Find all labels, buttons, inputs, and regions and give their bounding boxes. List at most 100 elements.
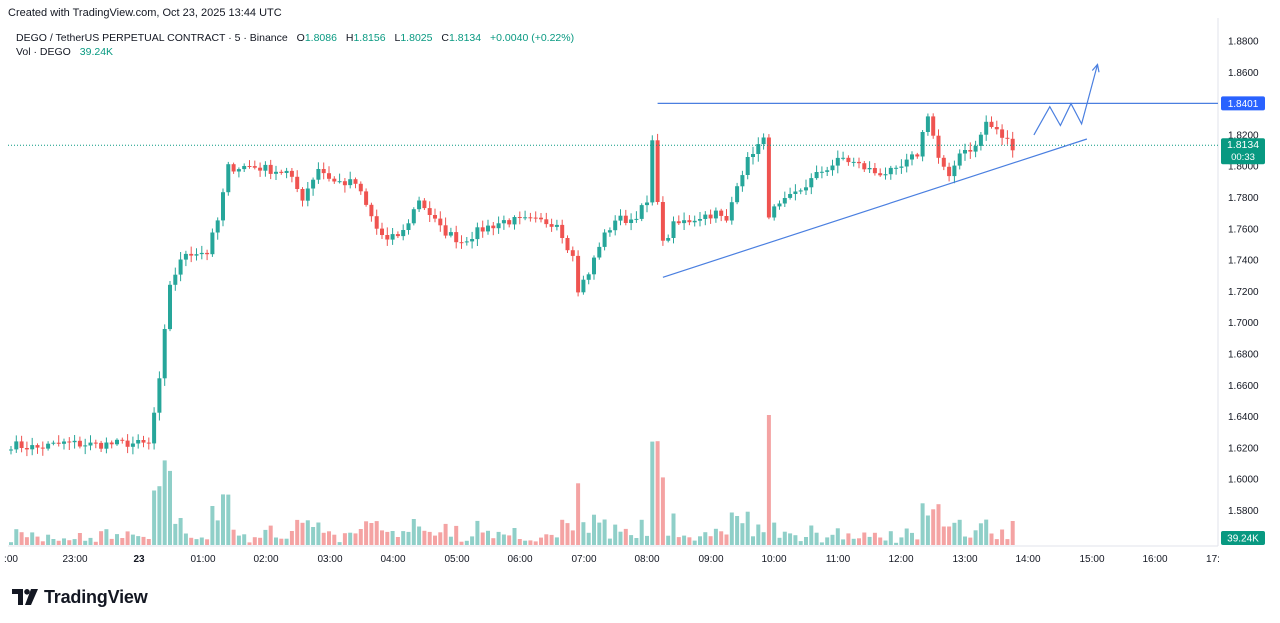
candle-body	[327, 173, 331, 179]
candle-body	[422, 200, 427, 209]
volume-bar	[872, 532, 877, 545]
volume-bar	[475, 520, 480, 545]
volume-bar	[623, 528, 628, 545]
price-axis[interactable]: 1.8800 1.8600 1.8200 1.8000 1.7800 1.7600 1.74…	[1228, 37, 1259, 518]
volume-bar	[814, 532, 819, 545]
volume-bar	[899, 537, 904, 545]
volume-bar	[427, 531, 432, 545]
price-tick-label: 1.6800	[1228, 350, 1259, 361]
volume-bar	[77, 533, 82, 545]
candle-body	[650, 140, 655, 203]
candle-body	[411, 209, 416, 224]
candle-body	[173, 274, 178, 285]
volume-bar	[719, 531, 724, 545]
volume-bar	[311, 527, 316, 545]
volume-bar	[713, 528, 718, 545]
volume-bar	[56, 540, 61, 545]
candle-body	[231, 164, 236, 172]
candle-body	[178, 259, 183, 275]
volume-bar	[846, 533, 851, 545]
volume-bar	[194, 539, 199, 545]
volume-bar	[528, 540, 533, 545]
volume-bar	[984, 519, 989, 545]
candle-body	[761, 137, 766, 145]
volume-bar	[576, 483, 581, 545]
volume-bar	[295, 519, 300, 545]
volume-bar	[735, 516, 740, 545]
candle-body	[687, 220, 692, 223]
candle-body	[910, 154, 914, 160]
low-value: 1.8025	[400, 32, 433, 44]
candle-body	[380, 228, 384, 235]
volume-bar	[491, 538, 496, 545]
drawings-layer[interactable]	[657, 63, 1218, 278]
price-tick-label: 1.7600	[1228, 224, 1259, 235]
price-tick-label: 1.7400	[1228, 256, 1259, 267]
resistance-price-badge: 1.8401	[1221, 96, 1265, 111]
volume-bar	[682, 535, 687, 545]
volume-bar	[793, 535, 798, 545]
candle-body	[385, 235, 390, 240]
volume-bar	[496, 531, 501, 545]
volume-bar	[369, 523, 374, 545]
volume-bar	[772, 522, 777, 545]
volume-bar	[284, 538, 289, 545]
candle-body	[666, 238, 671, 241]
candle-body	[9, 449, 13, 451]
time-tick-label: 16:00	[1142, 554, 1167, 565]
candle-body	[533, 217, 538, 219]
candle-body	[321, 169, 326, 174]
time-tick-label: 06:00	[507, 554, 532, 565]
volume-bar	[157, 486, 162, 545]
volume-bar	[851, 538, 856, 545]
candle-body	[698, 219, 702, 221]
volume-bar	[141, 536, 146, 545]
tradingview-logo[interactable]: TradingView	[12, 586, 148, 608]
volume-bar	[947, 526, 952, 545]
candle-body	[713, 210, 718, 219]
time-tick-label: 09:00	[698, 554, 723, 565]
candle-body	[613, 220, 618, 231]
volume-bar	[35, 536, 40, 545]
volume-bar	[109, 538, 114, 545]
volume-bar	[327, 531, 331, 545]
time-tick-label: :00	[4, 554, 18, 565]
volume-bar	[904, 528, 909, 545]
volume-bar	[422, 530, 427, 545]
volume-bar	[125, 531, 130, 545]
created-with-caption: Created with TradingView.com, Oct 23, 20…	[8, 7, 282, 19]
volume-bar	[305, 520, 310, 545]
volume-bar	[40, 541, 45, 545]
candle-body	[724, 216, 729, 221]
volume-bar	[300, 522, 305, 545]
candle-body	[120, 439, 125, 441]
candle-body	[236, 169, 241, 172]
volume-bar	[83, 540, 88, 545]
volume-bar	[751, 536, 755, 545]
volume-bar	[936, 504, 941, 545]
candle-body	[433, 215, 437, 219]
volume-bar	[835, 528, 840, 545]
volume-bar	[486, 530, 490, 545]
candle-body	[872, 168, 877, 174]
time-tick-label: 07:00	[571, 554, 596, 565]
candle-body	[221, 192, 225, 221]
volume-bar	[539, 537, 543, 545]
volume-bar	[931, 509, 936, 545]
candle-body	[491, 225, 496, 229]
candle-body	[358, 183, 363, 192]
time-axis[interactable]: :00 23:00 23 01:00 02:00 03:00 04:00 05:00 06:00…	[4, 554, 1220, 565]
volume-bar	[671, 513, 676, 545]
volume-bar	[883, 540, 888, 545]
volume-bar	[586, 532, 591, 545]
candle-body	[660, 202, 665, 241]
candle-body	[454, 232, 459, 243]
candle-body	[793, 191, 798, 194]
volume-bar	[364, 521, 369, 545]
volume-bar	[93, 541, 98, 545]
volume-bar	[756, 524, 761, 545]
volume-bar	[358, 529, 363, 545]
candle-body	[554, 224, 559, 227]
candle-body	[130, 443, 135, 447]
